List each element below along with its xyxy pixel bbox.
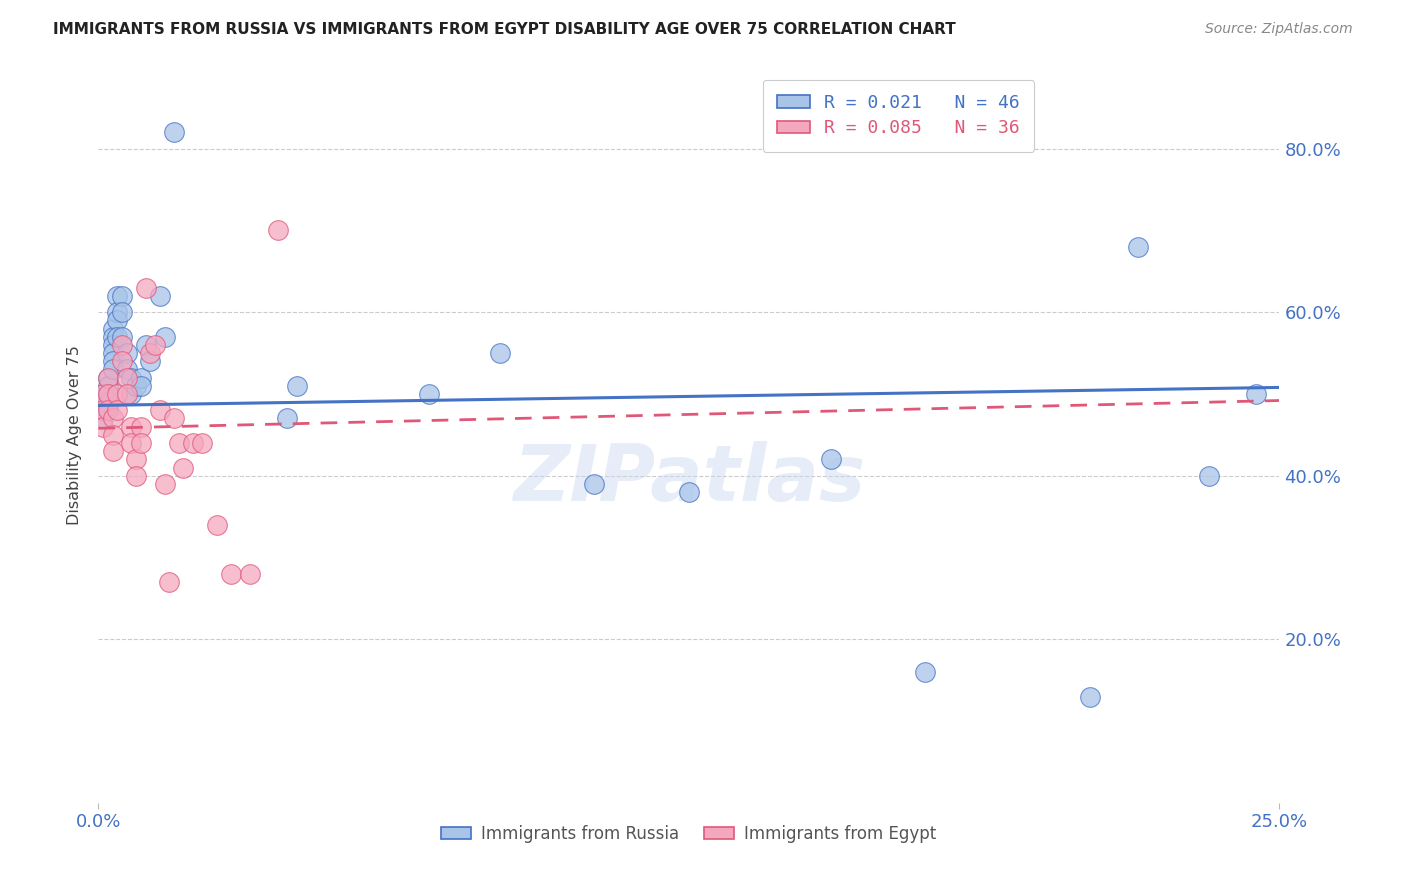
Point: [276, 411, 298, 425]
Point: [157, 574, 180, 589]
Y-axis label: Disability Age Over 75: Disability Age Over 75: [67, 345, 83, 524]
Point: [139, 346, 162, 360]
Point: [153, 330, 176, 344]
Point: [91, 387, 114, 401]
Point: [101, 346, 124, 360]
Point: [139, 354, 162, 368]
Point: [105, 289, 128, 303]
Point: [105, 403, 128, 417]
Point: [91, 411, 114, 425]
Point: [135, 280, 157, 294]
Point: [111, 305, 134, 319]
Point: [583, 476, 606, 491]
Point: [101, 427, 124, 442]
Point: [163, 125, 186, 139]
Point: [91, 387, 114, 401]
Point: [121, 387, 143, 401]
Point: [267, 223, 290, 237]
Point: [167, 436, 190, 450]
Point: [914, 665, 936, 679]
Point: [101, 354, 124, 368]
Point: [125, 468, 148, 483]
Point: [97, 378, 120, 392]
Point: [1126, 240, 1149, 254]
Point: [97, 395, 120, 409]
Point: [418, 387, 440, 401]
Legend: Immigrants from Russia, Immigrants from Egypt: Immigrants from Russia, Immigrants from …: [434, 818, 943, 850]
Point: [149, 403, 172, 417]
Point: [135, 338, 157, 352]
Point: [129, 378, 152, 392]
Point: [129, 370, 152, 384]
Point: [105, 330, 128, 344]
Point: [172, 460, 194, 475]
Point: [97, 403, 120, 417]
Point: [121, 370, 143, 384]
Point: [105, 305, 128, 319]
Point: [105, 387, 128, 401]
Point: [101, 321, 124, 335]
Point: [125, 378, 148, 392]
Point: [97, 370, 120, 384]
Point: [181, 436, 204, 450]
Point: [101, 444, 124, 458]
Point: [129, 436, 152, 450]
Point: [129, 419, 152, 434]
Point: [111, 354, 134, 368]
Point: [205, 517, 228, 532]
Point: [115, 370, 138, 384]
Point: [115, 346, 138, 360]
Point: [285, 378, 308, 392]
Text: ZIPatlas: ZIPatlas: [513, 441, 865, 517]
Point: [111, 338, 134, 352]
Point: [111, 289, 134, 303]
Point: [489, 346, 512, 360]
Point: [163, 411, 186, 425]
Point: [101, 411, 124, 425]
Point: [101, 330, 124, 344]
Point: [91, 403, 114, 417]
Point: [105, 313, 128, 327]
Point: [125, 452, 148, 467]
Point: [101, 362, 124, 376]
Point: [1080, 690, 1102, 704]
Point: [91, 419, 114, 434]
Text: Source: ZipAtlas.com: Source: ZipAtlas.com: [1205, 22, 1353, 37]
Point: [153, 476, 176, 491]
Point: [97, 370, 120, 384]
Point: [115, 362, 138, 376]
Point: [115, 387, 138, 401]
Point: [121, 436, 143, 450]
Text: IMMIGRANTS FROM RUSSIA VS IMMIGRANTS FROM EGYPT DISABILITY AGE OVER 75 CORRELATI: IMMIGRANTS FROM RUSSIA VS IMMIGRANTS FRO…: [53, 22, 956, 37]
Point: [239, 566, 262, 581]
Point: [1244, 387, 1267, 401]
Point: [143, 338, 166, 352]
Point: [91, 403, 114, 417]
Point: [820, 452, 842, 467]
Point: [97, 387, 120, 401]
Point: [111, 330, 134, 344]
Point: [101, 338, 124, 352]
Point: [97, 403, 120, 417]
Point: [1198, 468, 1220, 483]
Point: [219, 566, 242, 581]
Point: [91, 395, 114, 409]
Point: [97, 387, 120, 401]
Point: [149, 289, 172, 303]
Point: [678, 485, 700, 500]
Point: [191, 436, 214, 450]
Point: [121, 419, 143, 434]
